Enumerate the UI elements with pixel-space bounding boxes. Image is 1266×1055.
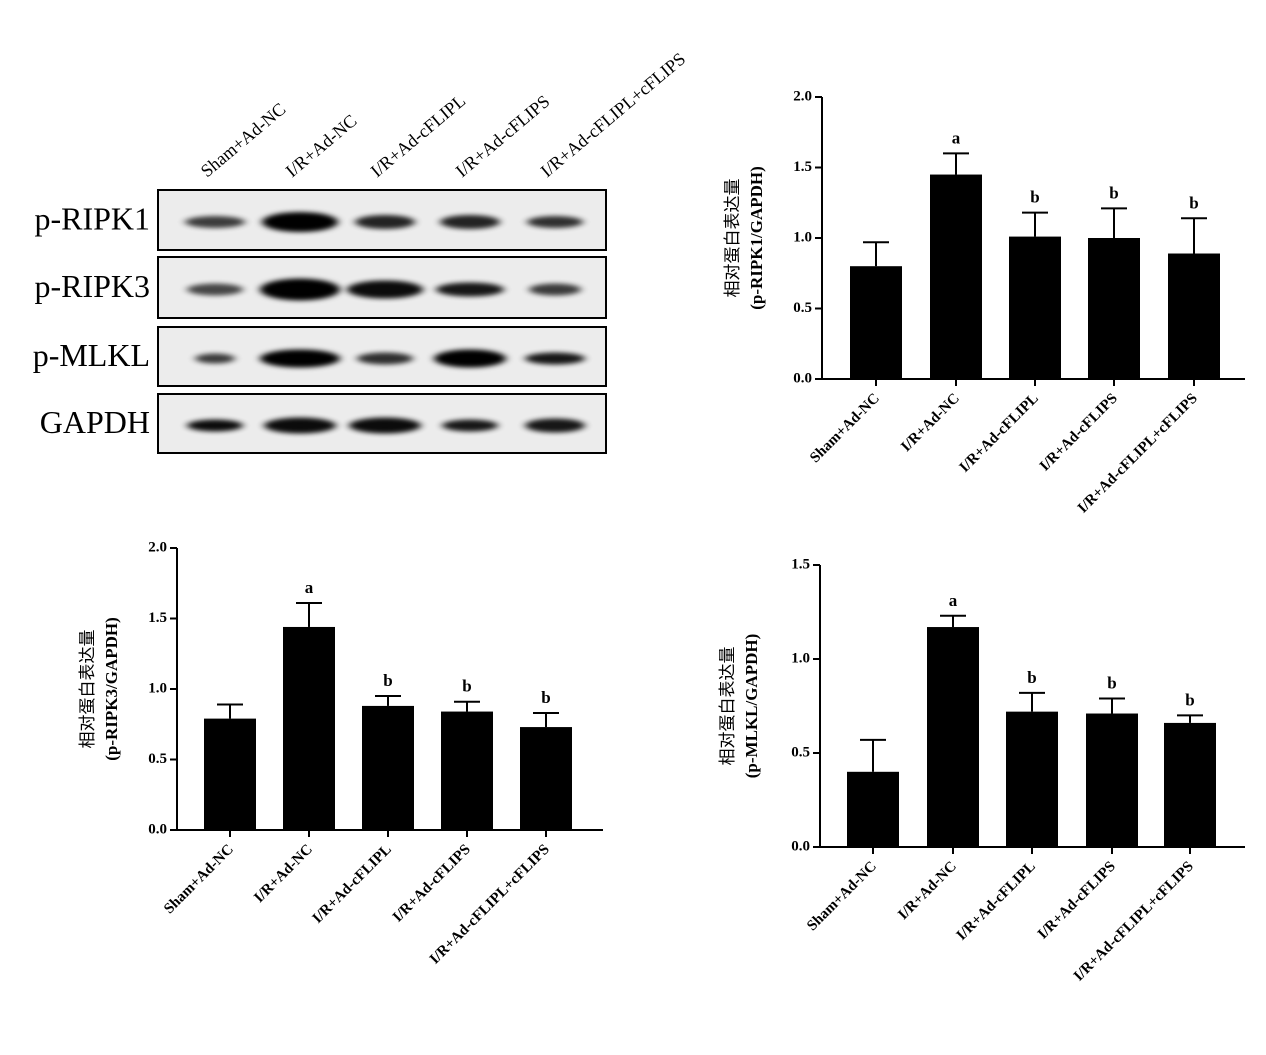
bar: [1006, 711, 1058, 847]
band: [527, 216, 583, 228]
band: [260, 278, 340, 301]
x-tick-label: I/R+Ad-cFLIPS: [1037, 391, 1121, 475]
lane-label: I/R+Ad-cFLIPL+cFLIPS: [537, 49, 690, 182]
band: [525, 418, 585, 433]
row-label: p-RIPK1: [34, 200, 150, 236]
y-tick-label: 0.0: [148, 821, 167, 837]
band: [187, 283, 243, 296]
significance-label: b: [1027, 668, 1036, 687]
bar: [1168, 253, 1220, 379]
x-tick-label: Sham+Ad-NC: [161, 842, 237, 918]
bar: [204, 718, 256, 830]
bar: [441, 711, 493, 830]
band: [436, 282, 504, 297]
significance-label: a: [949, 591, 958, 610]
y-axis-label: 相对蛋白表达量: [78, 630, 97, 749]
band: [264, 417, 336, 434]
y-tick-label: 1.0: [791, 650, 810, 666]
y-axis-label: 相对蛋白表达量: [723, 179, 742, 298]
band: [185, 216, 245, 228]
x-tick-label: I/R+Ad-cFLIPL: [957, 391, 1042, 476]
bar: [362, 705, 414, 830]
bar: [927, 627, 979, 847]
y-tick-label: 0.0: [793, 370, 812, 386]
band: [187, 419, 243, 432]
row-label: GAPDH: [40, 404, 150, 440]
lane-label: I/R+Ad-NC: [282, 110, 361, 181]
y-tick-label: 1.5: [793, 159, 812, 175]
band: [262, 212, 338, 232]
band: [260, 349, 340, 368]
bar: [1164, 722, 1216, 847]
significance-label: b: [383, 671, 392, 690]
y-tick-label: 1.0: [793, 229, 812, 245]
significance-label: a: [305, 578, 314, 597]
bar: [1086, 713, 1138, 847]
y-axis-label: 相对蛋白表达量: [718, 647, 737, 766]
significance-label: b: [1107, 673, 1116, 692]
band: [355, 215, 415, 229]
significance-label: b: [541, 688, 550, 707]
y-tick-label: 2.0: [148, 539, 167, 555]
band: [434, 349, 506, 368]
bar: [520, 727, 572, 830]
x-tick-label: I/R+Ad-cFLIPS: [1035, 859, 1119, 943]
y-tick-label: 0.0: [791, 838, 810, 854]
band: [440, 215, 500, 229]
y-tick-label: 2.0: [793, 88, 812, 104]
x-tick-label: Sham+Ad-NC: [807, 391, 883, 467]
y-tick-label: 0.5: [791, 744, 810, 760]
significance-label: b: [1030, 188, 1039, 207]
y-axis-label: (p-RIPK1/GAPDH): [747, 166, 766, 310]
x-tick-label: I/R+Ad-NC: [251, 842, 316, 907]
bar: [283, 626, 335, 830]
band: [195, 353, 235, 364]
significance-label: b: [1189, 193, 1198, 212]
x-tick-label: I/R+Ad-NC: [898, 391, 963, 456]
y-tick-label: 1.0: [148, 680, 167, 696]
lane-label: Sham+Ad-NC: [197, 99, 290, 181]
x-tick-label: I/R+Ad-cFLIPS: [390, 842, 474, 926]
y-tick-label: 1.5: [148, 610, 167, 626]
significance-label: b: [462, 677, 471, 696]
band: [529, 283, 581, 296]
x-tick-label: Sham+Ad-NC: [804, 859, 880, 935]
bar: [847, 771, 899, 847]
band: [442, 419, 498, 432]
bar: [850, 266, 902, 379]
row-label: p-RIPK3: [34, 268, 150, 304]
bar: [930, 174, 982, 379]
bar: [1088, 238, 1140, 379]
row-label: p-MLKL: [33, 337, 150, 373]
bar: [1009, 236, 1061, 379]
band: [357, 352, 413, 365]
y-axis-label: (p-MLKL/GAPDH): [742, 634, 761, 779]
y-tick-label: 1.5: [791, 556, 810, 572]
band: [525, 352, 585, 365]
y-tick-label: 0.5: [793, 300, 812, 316]
y-tick-label: 0.5: [148, 751, 167, 767]
band: [349, 417, 421, 434]
significance-label: b: [1185, 690, 1194, 709]
x-tick-label: I/R+Ad-cFLIPL: [954, 859, 1039, 944]
x-tick-label: I/R+Ad-cFLIPL: [310, 842, 395, 927]
significance-label: a: [952, 128, 961, 147]
y-axis-label: (p-RIPK3/GAPDH): [102, 617, 121, 761]
x-tick-label: I/R+Ad-NC: [895, 859, 960, 924]
significance-label: b: [1109, 183, 1118, 202]
band: [347, 280, 423, 299]
